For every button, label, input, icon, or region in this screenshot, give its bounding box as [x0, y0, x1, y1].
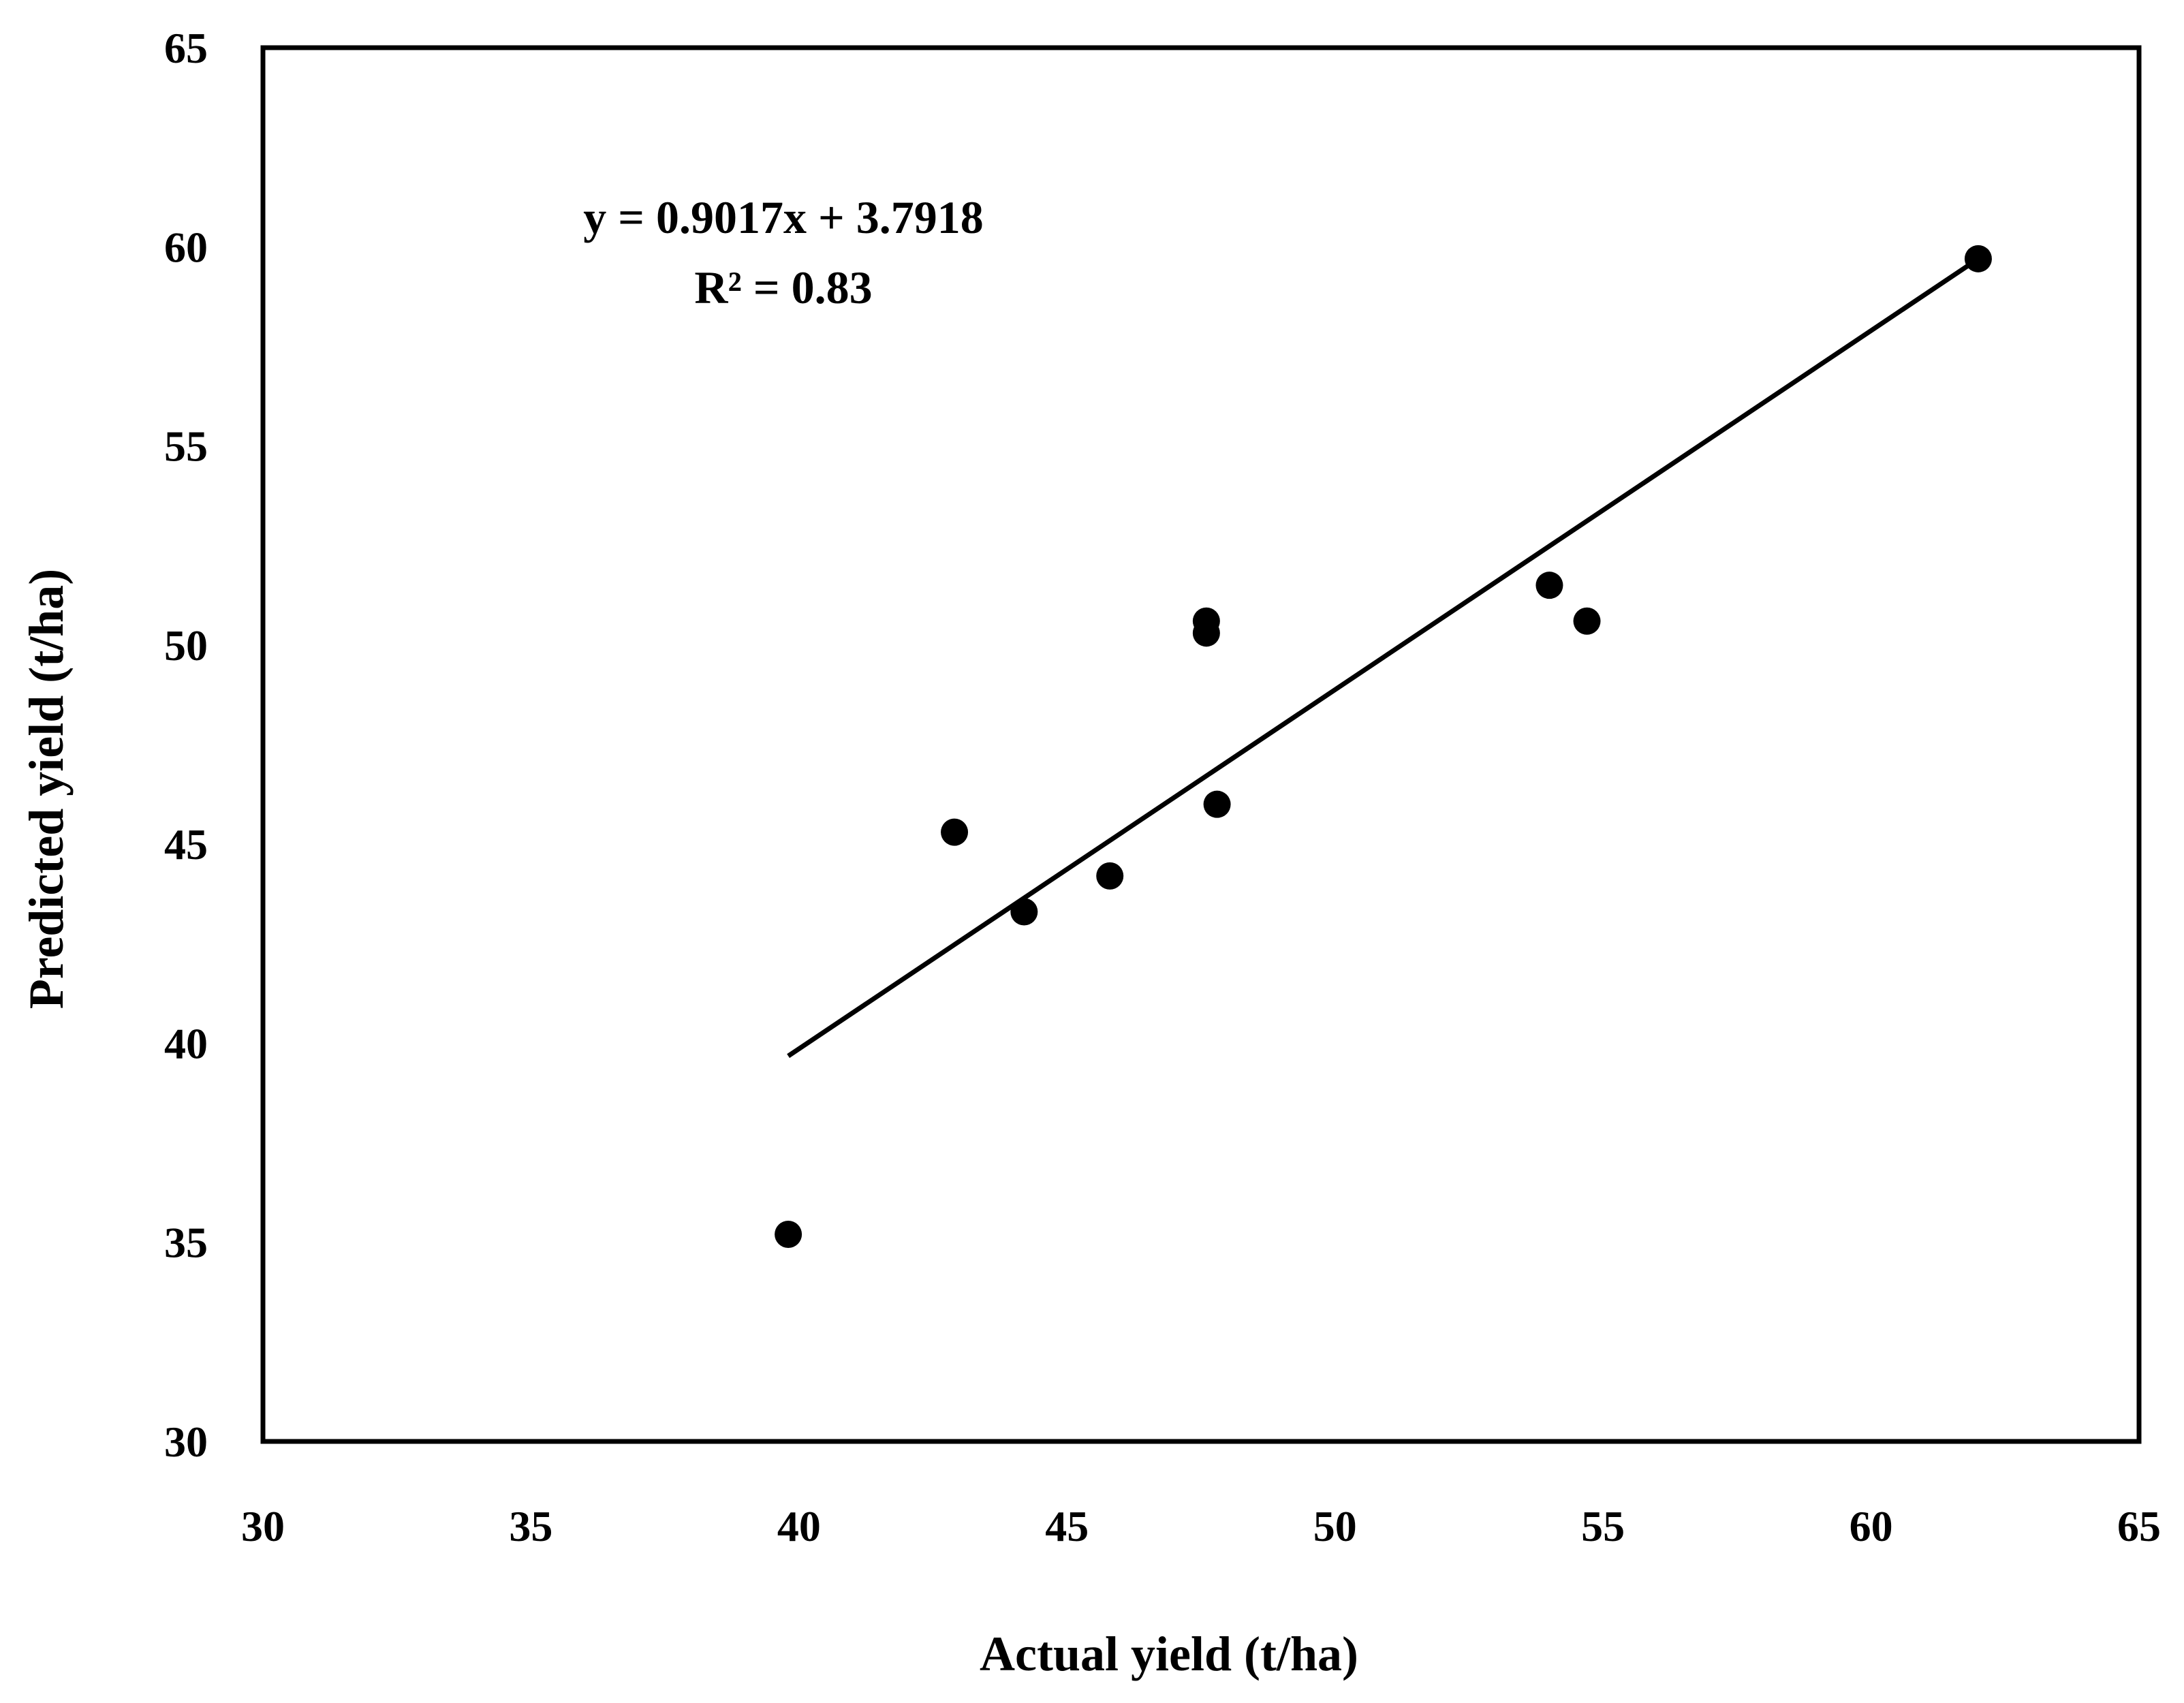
data-point — [775, 1221, 802, 1249]
x-tick-label: 35 — [509, 1502, 552, 1550]
y-axis-ticks: 30 35 40 45 50 55 60 65 — [164, 24, 208, 1466]
x-tick-label: 55 — [1581, 1502, 1625, 1550]
y-tick-label: 35 — [164, 1219, 208, 1267]
y-tick-label: 50 — [164, 621, 208, 670]
x-tick-label: 45 — [1045, 1502, 1089, 1550]
x-axis-title: Actual yield (t/ha) — [980, 1627, 1358, 1681]
data-points — [775, 245, 1992, 1249]
equation-label: y = 0.9017x + 3.7918 — [583, 191, 984, 243]
x-tick-label: 30 — [241, 1502, 285, 1550]
y-tick-label: 65 — [164, 24, 208, 72]
data-point — [1573, 607, 1601, 635]
x-axis-ticks: 30 35 40 45 50 55 60 65 — [241, 1502, 2161, 1550]
y-tick-label: 60 — [164, 223, 208, 271]
data-point — [1535, 572, 1563, 599]
y-tick-label: 55 — [164, 422, 208, 471]
plot-area — [260, 45, 2142, 1444]
data-point — [1203, 790, 1231, 818]
y-tick-label: 40 — [164, 1019, 208, 1067]
x-tick-label: 50 — [1313, 1502, 1357, 1550]
data-point — [1010, 898, 1038, 926]
data-point — [1964, 245, 1992, 272]
y-tick-label: 30 — [164, 1418, 208, 1466]
data-point — [1192, 619, 1220, 647]
x-tick-label: 40 — [777, 1502, 821, 1550]
data-point — [1096, 862, 1124, 890]
x-tick-label: 65 — [2117, 1502, 2161, 1550]
data-point — [941, 818, 969, 846]
r-squared-label: R² = 0.83 — [694, 262, 872, 313]
x-tick-label: 60 — [1850, 1502, 1893, 1550]
y-tick-label: 45 — [164, 820, 208, 869]
trendline — [787, 257, 1980, 1059]
y-axis-title: Predicted yield (t/ha) — [19, 569, 74, 1010]
